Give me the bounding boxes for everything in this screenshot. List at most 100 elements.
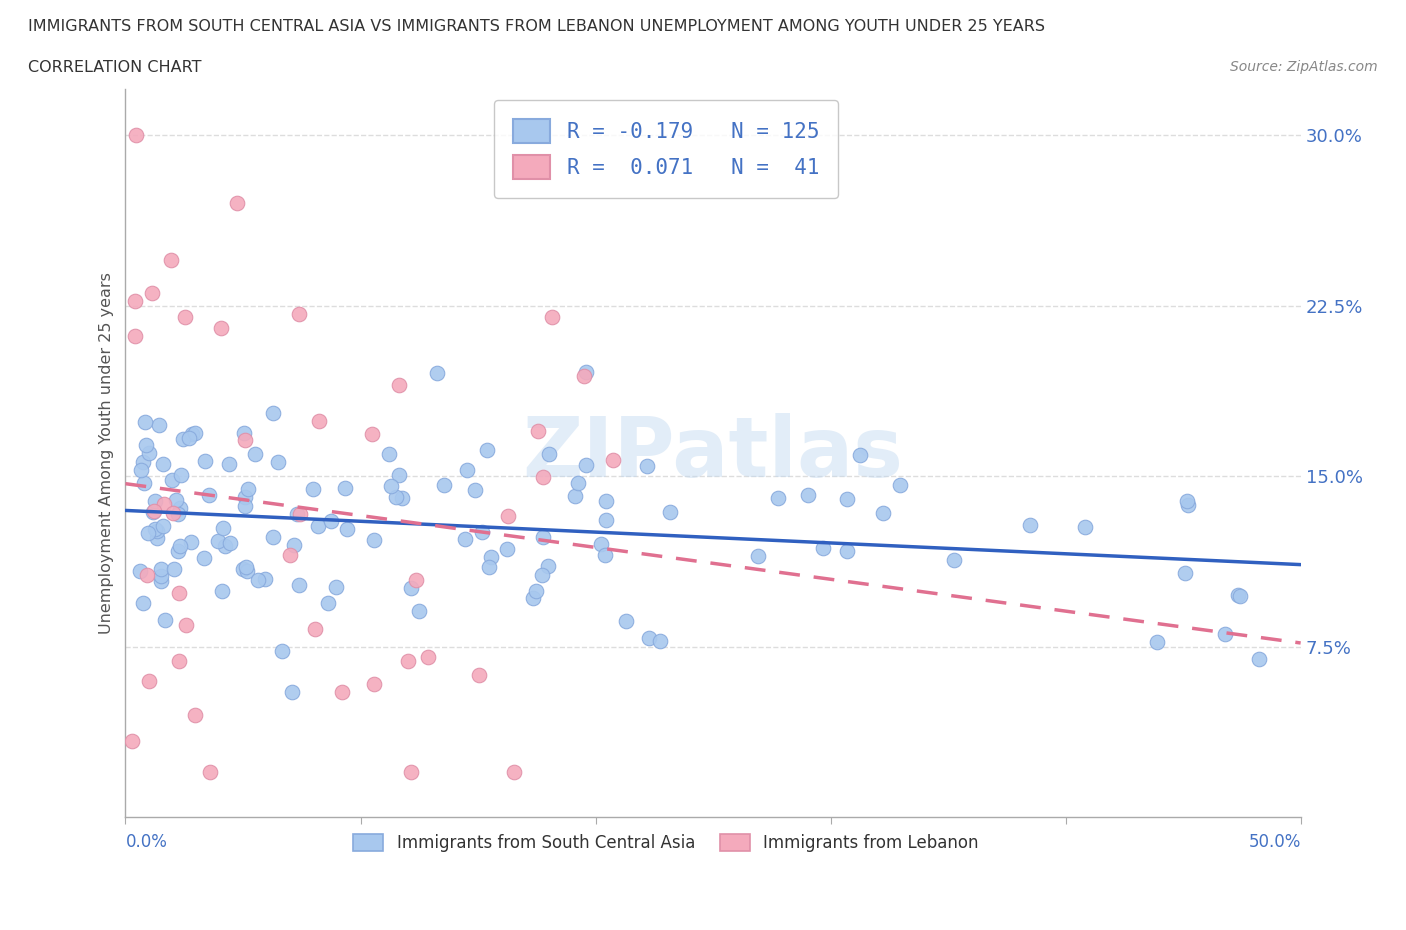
Point bbox=[540, 309, 562, 324]
Point bbox=[837, 491, 859, 506]
Point bbox=[181, 427, 204, 442]
Point bbox=[194, 454, 217, 469]
Point bbox=[301, 482, 323, 497]
Point bbox=[184, 425, 207, 440]
Point bbox=[575, 458, 598, 472]
Point bbox=[134, 475, 156, 490]
Point bbox=[233, 498, 256, 513]
Point bbox=[138, 445, 160, 460]
Point bbox=[747, 549, 769, 564]
Point bbox=[214, 538, 236, 553]
Point bbox=[174, 618, 197, 632]
Point bbox=[405, 573, 427, 588]
Point bbox=[180, 535, 202, 550]
Point bbox=[146, 524, 169, 538]
Point bbox=[835, 544, 858, 559]
Point bbox=[468, 668, 491, 683]
Point bbox=[138, 673, 160, 688]
Point bbox=[143, 494, 166, 509]
Point bbox=[574, 368, 596, 383]
Point bbox=[537, 558, 560, 573]
Point bbox=[155, 613, 177, 628]
Point bbox=[253, 572, 276, 587]
Point bbox=[363, 676, 385, 691]
Point bbox=[141, 286, 163, 300]
Point bbox=[162, 505, 184, 520]
Point bbox=[330, 684, 353, 699]
Point bbox=[160, 253, 183, 268]
Point bbox=[943, 552, 966, 567]
Point bbox=[136, 525, 159, 540]
Point bbox=[531, 470, 554, 485]
Point bbox=[308, 414, 330, 429]
Point bbox=[321, 514, 343, 529]
Point bbox=[262, 405, 284, 420]
Point bbox=[177, 431, 200, 445]
Point bbox=[271, 644, 294, 658]
Point bbox=[522, 591, 544, 605]
Point bbox=[363, 533, 385, 548]
Point bbox=[1229, 589, 1251, 604]
Point bbox=[304, 622, 326, 637]
Point bbox=[1174, 565, 1197, 580]
Point bbox=[287, 507, 309, 522]
Point bbox=[219, 536, 242, 551]
Point bbox=[648, 634, 671, 649]
Point bbox=[401, 580, 423, 595]
Point bbox=[1226, 588, 1249, 603]
Point bbox=[426, 365, 449, 380]
Point bbox=[132, 455, 155, 470]
Text: 50.0%: 50.0% bbox=[1249, 833, 1301, 852]
Point bbox=[361, 427, 384, 442]
Point bbox=[267, 455, 290, 470]
Point bbox=[165, 492, 187, 507]
Point bbox=[503, 764, 526, 779]
Point bbox=[325, 580, 347, 595]
Point bbox=[243, 446, 266, 461]
Point bbox=[1177, 494, 1199, 509]
Point bbox=[288, 306, 311, 321]
Y-axis label: Unemployment Among Youth under 25 years: Unemployment Among Youth under 25 years bbox=[100, 272, 114, 634]
Point bbox=[595, 513, 617, 528]
Point bbox=[143, 503, 166, 518]
Point bbox=[166, 507, 188, 522]
Point bbox=[173, 310, 195, 325]
Point bbox=[396, 654, 419, 669]
Point bbox=[246, 572, 269, 587]
Point bbox=[766, 490, 789, 505]
Point bbox=[658, 505, 681, 520]
Point bbox=[134, 415, 156, 430]
Point bbox=[479, 550, 502, 565]
Point bbox=[336, 521, 359, 536]
Point bbox=[128, 564, 150, 578]
Point bbox=[124, 328, 146, 343]
Point bbox=[281, 684, 304, 699]
Point bbox=[388, 378, 411, 392]
Point bbox=[387, 468, 409, 483]
Point bbox=[167, 653, 190, 668]
Point bbox=[166, 543, 188, 558]
Point bbox=[207, 533, 229, 548]
Point bbox=[378, 446, 401, 461]
Point bbox=[456, 463, 478, 478]
Point bbox=[471, 525, 494, 539]
Point bbox=[288, 578, 311, 592]
Point bbox=[135, 438, 157, 453]
Point bbox=[236, 564, 259, 578]
Point bbox=[152, 519, 174, 534]
Point bbox=[416, 649, 439, 664]
Point bbox=[567, 475, 589, 490]
Point bbox=[153, 497, 176, 512]
Point bbox=[531, 529, 554, 544]
Point bbox=[150, 562, 173, 577]
Text: 0.0%: 0.0% bbox=[125, 833, 167, 852]
Point bbox=[143, 522, 166, 537]
Point bbox=[1249, 652, 1271, 667]
Point bbox=[233, 425, 256, 440]
Point bbox=[595, 493, 617, 508]
Point bbox=[316, 596, 339, 611]
Point bbox=[380, 478, 402, 493]
Point bbox=[121, 734, 143, 749]
Point bbox=[575, 365, 598, 379]
Point bbox=[172, 432, 194, 446]
